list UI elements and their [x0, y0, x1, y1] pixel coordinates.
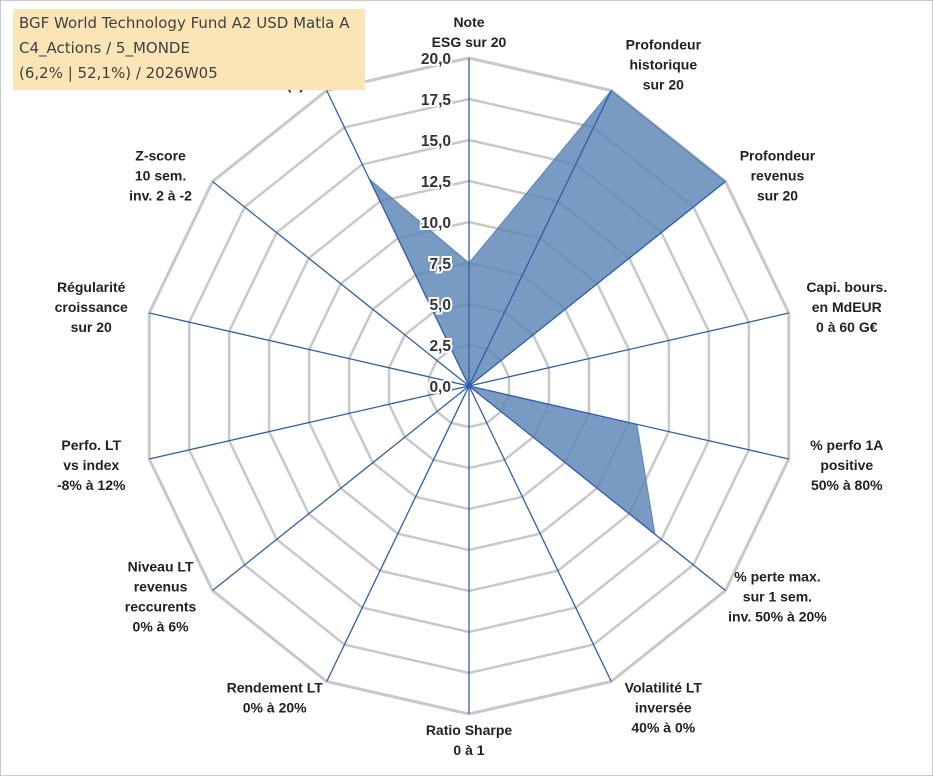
spoke-10 [149, 385, 470, 460]
category-label-line: Profondeur [626, 36, 702, 52]
chart-subtitle-category: C4_Actions / 5_MONDE [19, 39, 190, 57]
category-label-1: Profondeur historique sur 20 [626, 36, 702, 92]
category-label-line: % perte max. [734, 569, 820, 585]
category-label-line: 0 à 1 [453, 742, 484, 758]
spoke-6 [468, 385, 612, 682]
category-label-4: % perfo 1A positive 50% à 80% [810, 437, 883, 493]
category-label-line: vs index [63, 457, 119, 473]
category-label-line: sur 20 [643, 76, 684, 92]
category-label-line: Rendement LT [227, 680, 324, 696]
category-label-6: Volatilité LT inversée 40% à 0% [625, 680, 703, 736]
category-labels: Note ESG sur 20 Profondeur historique sur 20… [55, 14, 888, 758]
tick-label: 2,5 [429, 338, 451, 355]
category-label-10: Perfo. LT vs index -8% à 12% [57, 437, 126, 493]
category-label-line: 0% à 20% [243, 700, 307, 716]
spoke-11 [149, 312, 470, 387]
spoke-12 [212, 180, 470, 387]
category-label-3: Capi. bours. en MdEUR 0 à 60 G€ [806, 279, 887, 335]
spoke-5 [468, 385, 726, 592]
category-label-9: Niveau LT revenus reccurents 0% à 6% [125, 559, 197, 635]
tick-label: 20,0 [421, 51, 451, 68]
tick-label: 5,0 [429, 297, 451, 314]
chart-title: BGF World Technology Fund A2 USD Matla A [19, 14, 350, 32]
spoke-1 [468, 90, 612, 387]
spoke-13 [326, 90, 470, 387]
category-label-line: sur 20 [71, 319, 112, 335]
tick-label: 17,5 [421, 92, 452, 109]
category-label-line: revenus [751, 167, 805, 183]
spoke-8 [326, 385, 470, 682]
category-label-line: Volatilité LT [625, 680, 703, 696]
radar-spokes [149, 58, 789, 714]
category-label-line: en MdEUR [812, 299, 882, 315]
category-label-11: Régularité croissance sur 20 [55, 279, 128, 335]
category-label-line: Note [453, 14, 484, 30]
category-label-line: 0 à 60 G€ [816, 319, 878, 335]
chart-subtitle-stats: (6,2% | 52,1%) / 2026W05 [19, 64, 218, 82]
category-label-line: reccurents [125, 599, 197, 615]
category-label-line: 10 sem. [135, 167, 186, 183]
category-label-5: % perte max. sur 1 sem. inv. 50% à 20% [728, 569, 827, 625]
category-label-line: 0% à 6% [133, 619, 190, 635]
category-label-line: % perfo 1A [810, 437, 883, 453]
title-box: BGF World Technology Fund A2 USD Matla A… [13, 9, 365, 90]
spoke-3 [468, 312, 789, 387]
tick-label: 10,0 [421, 215, 451, 232]
category-label-line: inv. 50% à 20% [728, 609, 827, 625]
category-label-line: 40% à 0% [631, 720, 695, 736]
category-label-line: inv. 2 à -2 [129, 187, 192, 203]
tick-label: 12,5 [421, 174, 452, 191]
tick-label: 0,0 [429, 379, 451, 396]
category-label-line: Régularité [57, 279, 126, 295]
category-label-line: positive [820, 457, 873, 473]
spoke-2 [468, 180, 726, 387]
category-label-8: Rendement LT 0% à 20% [227, 680, 324, 716]
spoke-9 [212, 385, 470, 592]
category-label-line: Capi. bours. [806, 279, 887, 295]
category-label-line: ESG sur 20 [432, 34, 507, 50]
radial-axis-ticks: 0,0 2,5 5,0 7,5 10,0 12,5 15,0 17,5 20,0 [419, 49, 454, 398]
category-label-line: revenus [134, 579, 188, 595]
category-label-0: Note ESG sur 20 [432, 14, 507, 50]
category-label-line: 50% à 80% [811, 477, 883, 493]
category-label-line: Profondeur [740, 147, 816, 163]
tick-label: 15,0 [421, 133, 451, 150]
category-label-line: historique [629, 56, 697, 72]
category-label-line: Perfo. LT [61, 437, 121, 453]
category-label-12: Z-score 10 sem. inv. 2 à -2 [129, 147, 192, 203]
category-label-line: Z-score [135, 147, 186, 163]
category-label-line: inversée [635, 700, 692, 716]
spoke-4 [468, 385, 789, 460]
tick-label: 7,5 [429, 256, 451, 273]
category-label-2: Profondeur revenus sur 20 [740, 147, 816, 203]
category-label-line: Ratio Sharpe [426, 722, 513, 738]
category-label-line: sur 20 [757, 187, 798, 203]
category-label-line: croissance [55, 299, 128, 315]
category-label-7: Ratio Sharpe 0 à 1 [426, 722, 513, 758]
category-label-line: sur 1 sem. [743, 589, 812, 605]
category-label-line: -8% à 12% [57, 477, 126, 493]
category-label-line: Niveau LT [128, 559, 194, 575]
